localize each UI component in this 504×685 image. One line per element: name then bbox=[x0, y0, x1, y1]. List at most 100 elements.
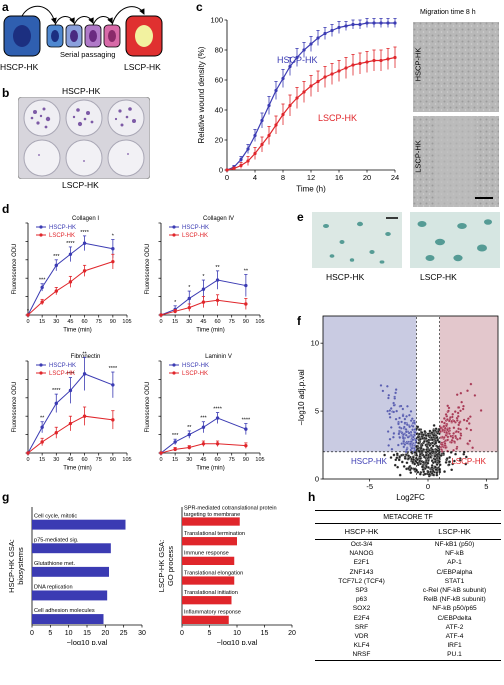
data-point bbox=[111, 383, 115, 387]
volcano-point bbox=[427, 441, 431, 444]
data-point bbox=[344, 66, 348, 70]
data-point bbox=[330, 72, 334, 76]
x-tick-label: 15 bbox=[172, 457, 178, 463]
tf-cell-hscp: E2F1 bbox=[353, 559, 370, 567]
data-point bbox=[68, 252, 73, 256]
volcano-point bbox=[411, 424, 415, 428]
volcano-point bbox=[396, 465, 400, 469]
x-axis-label: Time (min) bbox=[63, 328, 91, 334]
volcano-point bbox=[420, 431, 424, 435]
data-point bbox=[372, 58, 376, 63]
bar bbox=[32, 519, 126, 530]
volcano-point bbox=[433, 458, 437, 461]
x-tick-label: 45 bbox=[200, 457, 206, 463]
legend-lscp: LSCP-HK bbox=[318, 113, 357, 123]
tf-cell-lscp: AP-1 bbox=[447, 559, 462, 567]
volcano-point bbox=[404, 450, 408, 453]
volcano-point bbox=[404, 428, 408, 431]
legend-hscp: HSCP-HK bbox=[277, 55, 318, 65]
x-tick-label: 15 bbox=[172, 319, 178, 325]
series-line bbox=[27, 373, 114, 454]
legend-marker bbox=[39, 371, 43, 375]
volcano-point bbox=[459, 409, 462, 413]
bar-category-label: DNA replication bbox=[34, 584, 73, 590]
tf-row: Oct-3/4 NF-kB1 (p50) bbox=[315, 540, 501, 549]
volcano-point bbox=[411, 428, 415, 432]
tf-cell-hscp: Oct-3/4 bbox=[350, 541, 373, 548]
volcano-point bbox=[397, 422, 400, 426]
label-line: biosystems bbox=[16, 547, 25, 585]
bar-category-label: Cell adhesion molecules bbox=[34, 608, 95, 614]
volcano-point bbox=[391, 435, 395, 439]
panel-a-left-label: HSCP-HK bbox=[0, 62, 39, 72]
data-point bbox=[386, 57, 390, 61]
data-point bbox=[316, 79, 320, 84]
volcano-point bbox=[440, 450, 444, 453]
label-line: targeting to membrane bbox=[184, 512, 240, 518]
data-point bbox=[187, 296, 191, 301]
x-tick-label: 90 bbox=[110, 457, 116, 463]
data-point bbox=[201, 425, 206, 429]
data-point bbox=[337, 25, 341, 30]
data-point bbox=[159, 451, 163, 455]
legend-hscp: HSCP-HK bbox=[36, 363, 76, 369]
colonies bbox=[30, 107, 136, 162]
data-point bbox=[351, 22, 355, 27]
tf-row: SP3 c-Rel (NF-kB subunit) bbox=[315, 586, 501, 595]
x-tick-label: 30 bbox=[186, 319, 192, 325]
bar bbox=[182, 537, 237, 546]
tf-row: NANOG NF-kB bbox=[315, 549, 501, 558]
volcano-point bbox=[405, 423, 409, 427]
tf-row: VDR ATF-4 bbox=[315, 632, 501, 641]
x-axis-label: Time (min) bbox=[63, 466, 91, 472]
volcano-point bbox=[388, 409, 392, 412]
volcano-point bbox=[421, 433, 425, 437]
volcano-point bbox=[446, 435, 450, 439]
tf-cell-hscp: VDR bbox=[354, 633, 369, 641]
volcano-point bbox=[430, 471, 434, 475]
data-point bbox=[323, 75, 327, 79]
volcano-point bbox=[460, 400, 464, 404]
volcano-point bbox=[403, 421, 407, 425]
stained-cell-images bbox=[312, 212, 500, 268]
y-axis-label: Fluorescence ODU bbox=[12, 243, 18, 294]
y-tick-label: 0 bbox=[315, 475, 319, 484]
x-tick-label: 15 bbox=[39, 319, 45, 325]
panel-label-g: g bbox=[2, 490, 10, 504]
volcano-point bbox=[422, 440, 426, 443]
volcano-point bbox=[389, 426, 393, 429]
data-point bbox=[68, 280, 73, 284]
data-point bbox=[215, 298, 220, 302]
x-tick-label: 20 bbox=[363, 173, 371, 182]
volcano-point bbox=[387, 444, 391, 447]
data-point bbox=[337, 69, 341, 73]
data-point bbox=[82, 241, 87, 245]
volcano-point bbox=[395, 409, 399, 413]
region-label-hscp: HSCP-HK bbox=[351, 457, 388, 466]
significance-mark: ** bbox=[187, 425, 192, 431]
significance-mark: **** bbox=[242, 418, 251, 424]
volcano-point bbox=[453, 459, 456, 463]
migration-hscp-label: HSCP-HK bbox=[413, 47, 423, 82]
data-point bbox=[358, 61, 362, 66]
data-point bbox=[330, 28, 334, 33]
panel-a-diagram bbox=[3, 5, 163, 57]
tf-row: KLF4 IRF1 bbox=[315, 641, 501, 650]
data-point bbox=[344, 24, 348, 28]
x-tick-label: 20 bbox=[101, 630, 109, 637]
legend-lscp: LSCP-HK bbox=[36, 233, 75, 239]
volcano-point bbox=[458, 421, 461, 425]
volcano-point bbox=[408, 425, 412, 429]
significance-mark: **** bbox=[80, 230, 89, 236]
volcano-point bbox=[465, 419, 469, 423]
volcano-point bbox=[439, 454, 443, 457]
volcano-point bbox=[452, 432, 456, 435]
volcano-point bbox=[413, 450, 417, 454]
plot-frame bbox=[322, 315, 499, 480]
volcano-point bbox=[431, 461, 435, 465]
y-tick-label: 100 bbox=[210, 16, 223, 25]
lscp-gsa-bar-chart: SPR-mediated cotranslational protein targ… bbox=[157, 505, 296, 645]
data-point bbox=[40, 440, 44, 444]
y-tick-label: 0 bbox=[219, 166, 223, 175]
volcano-point bbox=[421, 468, 425, 471]
